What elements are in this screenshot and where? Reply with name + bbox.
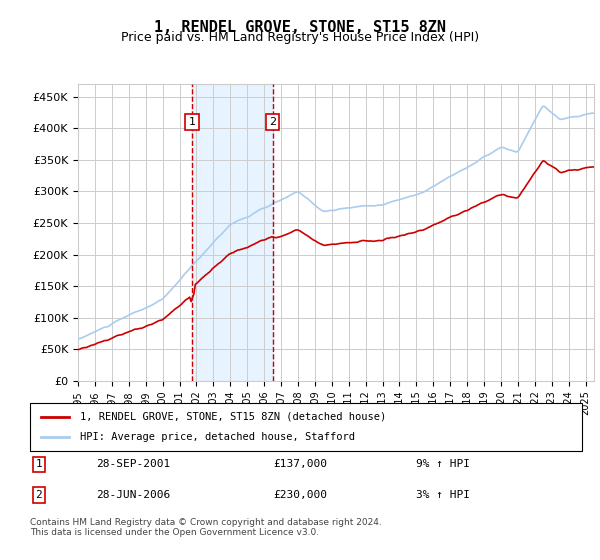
Text: HPI: Average price, detached house, Stafford: HPI: Average price, detached house, Staf… xyxy=(80,432,355,442)
Text: Contains HM Land Registry data © Crown copyright and database right 2024.
This d: Contains HM Land Registry data © Crown c… xyxy=(30,518,382,538)
Text: Price paid vs. HM Land Registry's House Price Index (HPI): Price paid vs. HM Land Registry's House … xyxy=(121,31,479,44)
Text: 3% ↑ HPI: 3% ↑ HPI xyxy=(416,490,470,500)
Text: 1: 1 xyxy=(35,459,42,469)
Text: £137,000: £137,000 xyxy=(273,459,327,469)
Text: 1, RENDEL GROVE, STONE, ST15 8ZN (detached house): 1, RENDEL GROVE, STONE, ST15 8ZN (detach… xyxy=(80,412,386,422)
Bar xyxy=(192,84,272,381)
Text: 9% ↑ HPI: 9% ↑ HPI xyxy=(416,459,470,469)
Text: 28-SEP-2001: 28-SEP-2001 xyxy=(96,459,170,469)
Text: 2: 2 xyxy=(35,490,42,500)
Text: 1: 1 xyxy=(188,117,196,127)
Text: 2: 2 xyxy=(269,117,276,127)
FancyBboxPatch shape xyxy=(30,403,582,451)
Text: £230,000: £230,000 xyxy=(273,490,327,500)
Text: 28-JUN-2006: 28-JUN-2006 xyxy=(96,490,170,500)
Text: 1, RENDEL GROVE, STONE, ST15 8ZN: 1, RENDEL GROVE, STONE, ST15 8ZN xyxy=(154,20,446,35)
